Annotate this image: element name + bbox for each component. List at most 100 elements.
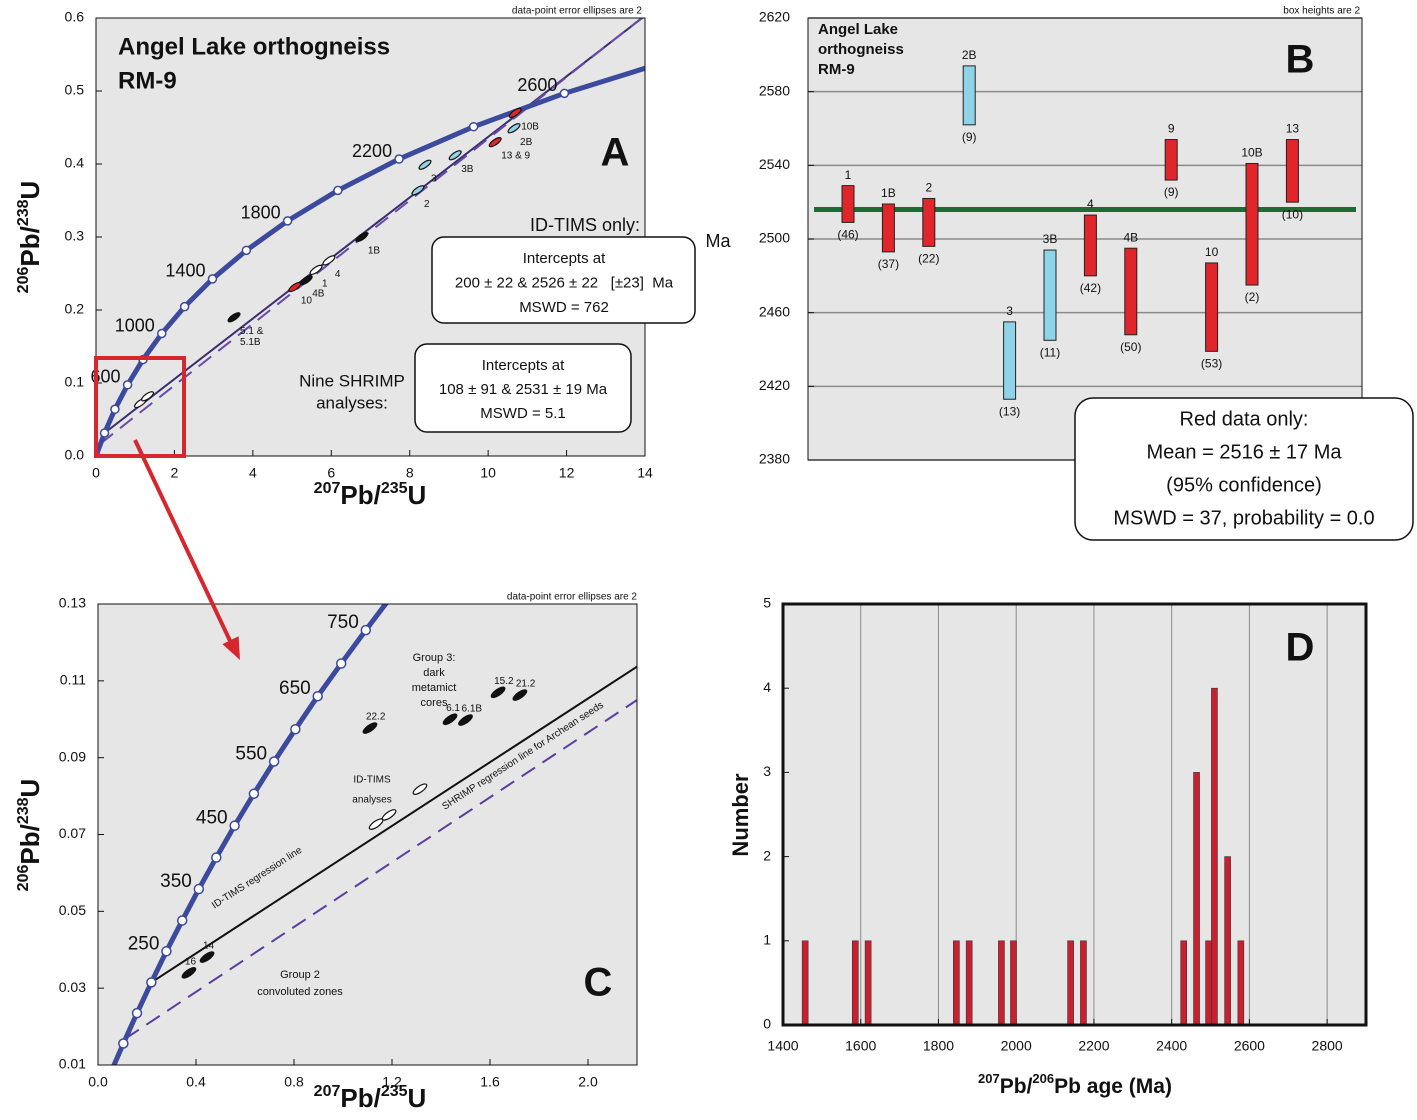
zoom-indicator [94, 356, 240, 660]
concordia-marker [360, 624, 372, 636]
annotation: 200 ± 22 & 2526 ± 22 [±23] Ma [455, 274, 674, 291]
range-box [881, 203, 895, 253]
label-superscript: 206 [15, 865, 32, 892]
range-box [962, 65, 976, 126]
x-tick-label: 0.8 [284, 1074, 304, 1090]
y-tick-label: 2420 [759, 377, 790, 393]
x-axis-label: 207Pb/235U [314, 480, 427, 510]
point-label: 6.1 [446, 703, 460, 714]
x-tick-label: 1600 [845, 1038, 876, 1054]
category-label: 4 [1087, 197, 1094, 211]
plot-background [98, 604, 637, 1065]
point-label: 2B [520, 137, 533, 148]
annotation: analyses: [316, 393, 388, 412]
y-tick-label: 0.05 [59, 902, 86, 918]
count-label: (42) [1080, 281, 1101, 295]
label-text: Pb/ [340, 1083, 380, 1113]
annotation-box [414, 343, 632, 433]
concordia-marker [387, 591, 396, 600]
concordia-marker [671, 55, 679, 63]
label-superscript: 206 [1032, 1071, 1054, 1086]
annotation: MSWD = 5.1 [480, 405, 565, 422]
label-superscript: 206 [15, 267, 32, 294]
concordia-marker [118, 1038, 129, 1049]
x-tick-label: 6 [327, 465, 335, 481]
zoom-box [94, 356, 186, 458]
count-label: (11) [1040, 345, 1060, 359]
note: data-point error ellipses are 2 [507, 592, 638, 603]
age-label: 550 [235, 744, 267, 765]
bar [1224, 856, 1231, 1026]
panel-title: RM-9 [118, 67, 177, 94]
concordia-marker [207, 274, 218, 284]
panel-letter: C [584, 961, 613, 1005]
concordia-marker [241, 245, 252, 256]
x-tick-label: 12 [559, 465, 575, 481]
data-ellipse [355, 231, 369, 243]
point-label: 3 [431, 173, 437, 184]
data-ellipse [490, 686, 506, 699]
x-tick-label: 14 [637, 465, 653, 481]
label-text: Pb/ [340, 480, 380, 510]
age-label: 450 [196, 808, 228, 829]
annotation: ID-TIMS only: [530, 215, 640, 235]
bar [1180, 940, 1188, 1026]
label-text: Pb age (Ma) [1054, 1075, 1172, 1098]
point-label: 4B [312, 289, 325, 300]
point-label: 5.1B [240, 337, 261, 348]
y-tick-label: 2540 [759, 156, 790, 172]
count-label: (53) [1201, 357, 1222, 371]
x-axis-label: 207Pb/235U [314, 1083, 427, 1113]
x-tick-label: 2000 [1001, 1038, 1032, 1054]
concordia-marker [312, 690, 323, 702]
point-label: 10 [301, 296, 313, 307]
point-label: 10B [521, 122, 539, 133]
panels: 0.00.10.20.30.40.50.60 2 4 6 8 10 12 1460010001… [15, 6, 1414, 1113]
panel-letter: D [1286, 626, 1315, 670]
concordia-marker [290, 723, 301, 735]
x-tick-label: 0.4 [186, 1074, 206, 1090]
regression-line [124, 699, 637, 1040]
y-tick-label: 0.0 [65, 447, 85, 463]
label-text: U [408, 480, 427, 510]
y-tick-label: 0.03 [59, 979, 86, 995]
category-label: 2 [925, 181, 932, 195]
point-label: 3B [461, 164, 474, 175]
category-label: 10 [1205, 245, 1219, 259]
range-box [1003, 321, 1017, 400]
category-label: 1 [845, 168, 852, 182]
annotation: MSWD = 37, probability = 0.0 [1113, 507, 1374, 529]
zoom-arrow [133, 439, 234, 646]
panel-title: Angel Lake [818, 21, 898, 38]
x-tick-label: 1.2 [382, 1074, 402, 1090]
y-tick-label: 4 [763, 679, 771, 695]
data-ellipse [141, 391, 155, 402]
age-label: 750 [327, 612, 359, 633]
range-box [1285, 139, 1299, 203]
x-tick-label: 4 [249, 465, 257, 481]
y-tick-label: 0.07 [59, 825, 86, 841]
y-tick-label: 2620 [759, 9, 790, 25]
y-tick-label: 5 [763, 595, 771, 611]
data-ellipse [309, 264, 323, 275]
point-label: 2 [424, 199, 430, 210]
range-box [1164, 139, 1178, 181]
annotation: Intercepts at [482, 357, 565, 374]
concordia-marker [122, 380, 133, 390]
range-box [922, 197, 936, 247]
plot-background [783, 604, 1366, 1025]
concordia-marker [157, 328, 167, 339]
x-tick-label: 1.6 [480, 1074, 500, 1090]
bar [953, 940, 960, 1026]
y-tick-label: 1 [763, 932, 771, 948]
annotation: metamict [412, 682, 457, 694]
label-text: U [15, 181, 45, 200]
y-tick-label: 0.5 [65, 82, 85, 98]
concordia-marker [248, 788, 260, 800]
count-label: (9) [962, 130, 977, 144]
panel-letter: B [1286, 38, 1315, 82]
point-label: 16 [185, 956, 197, 967]
point-label: 13 & 9 [501, 151, 530, 162]
category-label: 3B [1043, 232, 1058, 246]
